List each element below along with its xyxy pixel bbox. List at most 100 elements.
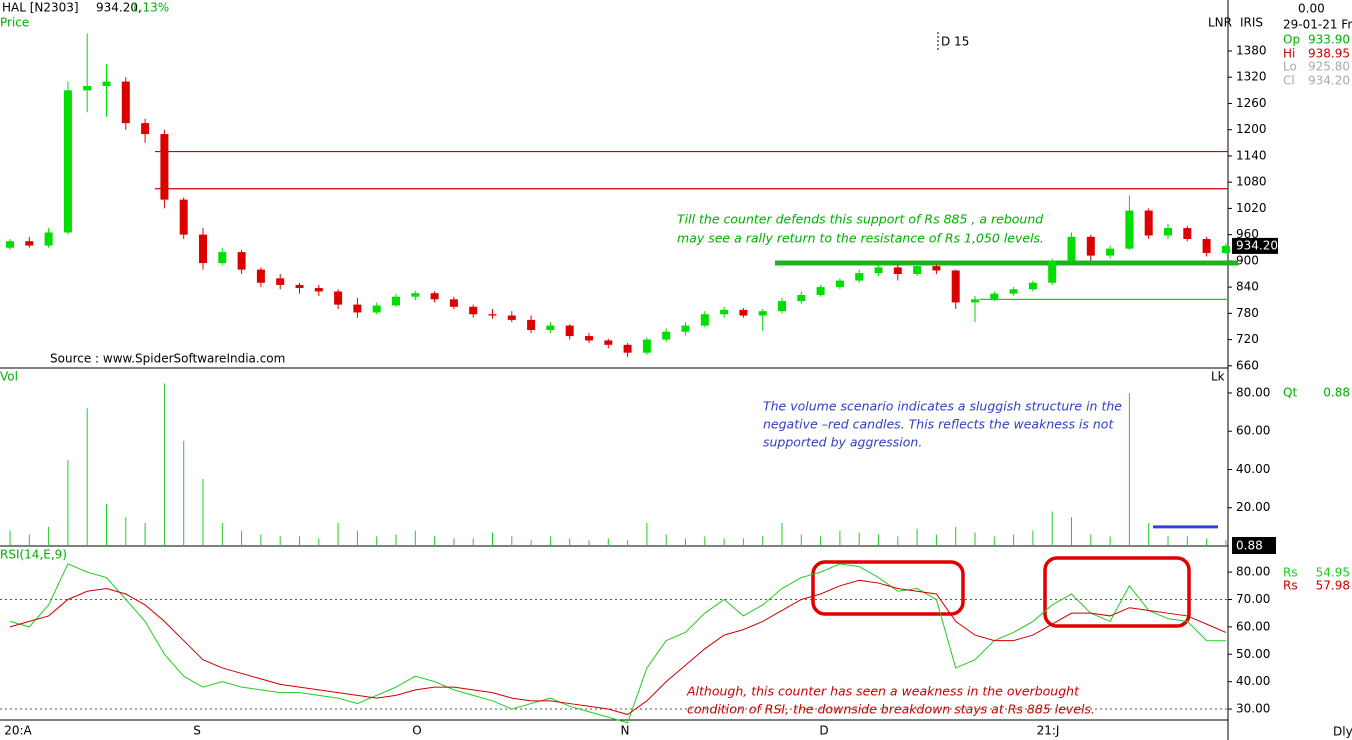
price-box <box>1232 237 1278 254</box>
candle-body <box>816 287 825 295</box>
y-tick-label: 720 <box>1236 332 1259 346</box>
candle-body <box>1125 210 1134 249</box>
candle-body <box>63 90 72 233</box>
y-tick-label: 80.00 <box>1236 385 1270 399</box>
candle-body <box>835 280 844 288</box>
candle-body <box>392 296 400 306</box>
symbol: HAL [N2303] <box>2 1 79 15</box>
legend-value: 54.95 <box>1316 566 1350 580</box>
candle-body <box>585 336 593 341</box>
candle-body <box>1067 236 1076 261</box>
candle-body <box>662 331 671 340</box>
candle-body <box>739 309 748 316</box>
x-tick-label: 21:J <box>1037 724 1060 738</box>
candle-body <box>1048 260 1057 283</box>
legend-name: Rs <box>1283 566 1298 580</box>
candle-body <box>449 299 458 307</box>
candle-body <box>1202 239 1211 253</box>
annotation: Although, this counter has seen a weakne… <box>686 684 1080 699</box>
candle-body <box>44 232 53 246</box>
panel-label: RSI(14,E,9) <box>0 548 67 562</box>
iris: IRIS <box>1240 16 1263 30</box>
value-box <box>1232 537 1276 554</box>
y-tick-label: 1020 <box>1236 201 1267 215</box>
rsi-line <box>9 563 1226 724</box>
candle-body <box>295 284 304 288</box>
candle-body <box>565 325 574 337</box>
y-tick-label: 80.00 <box>1236 565 1270 579</box>
y-tick-label: 960 <box>1236 227 1259 241</box>
y-tick-label: 1320 <box>1236 70 1267 84</box>
lk: Lk <box>1211 370 1225 384</box>
candle-body <box>642 339 651 353</box>
change: 1.13% <box>131 1 169 15</box>
candle-body <box>469 306 478 315</box>
candle-body <box>951 270 960 303</box>
info-change: 0.00 <box>1298 2 1325 16</box>
candle-body <box>1221 245 1230 253</box>
candle-body <box>1144 210 1153 236</box>
annotation: negative –red candles. This reflects the… <box>763 417 1114 432</box>
y-tick-label: 30.00 <box>1236 702 1270 716</box>
period: Dly <box>1333 725 1352 739</box>
candle-body <box>720 309 729 315</box>
info-value: 934.20 <box>1308 74 1350 88</box>
candle-body <box>546 325 555 330</box>
y-tick-label: 1260 <box>1236 96 1267 110</box>
candle-body <box>797 294 806 302</box>
candle-body <box>971 299 979 303</box>
candle-body <box>874 267 883 274</box>
candle-body <box>700 314 709 326</box>
candle-body <box>218 252 227 264</box>
highlight-box <box>1043 556 1191 628</box>
candle-body <box>372 305 381 313</box>
candle-body <box>179 199 188 235</box>
annotation: Till the counter defends this support of… <box>677 212 1043 227</box>
x-tick-label: 20:A <box>4 724 32 738</box>
candle-body <box>623 344 632 353</box>
highlight-box <box>811 560 965 616</box>
y-tick-label: 60.00 <box>1236 619 1270 633</box>
candle-body <box>276 278 285 285</box>
x-tick-label: N <box>621 724 630 738</box>
qt-box-value: 0.88 <box>1236 539 1263 553</box>
x-tick-label: S <box>193 724 201 738</box>
info-value: 938.95 <box>1308 47 1350 61</box>
annotation: may see a rally return to the resistance… <box>677 231 1044 246</box>
lnr: LNR <box>1208 16 1232 30</box>
candle-body <box>160 134 169 200</box>
candle-body <box>237 252 246 270</box>
candle-body <box>1106 248 1115 256</box>
rsi-line <box>9 579 1227 716</box>
y-tick-label: 900 <box>1236 253 1259 267</box>
y-tick-label: 1380 <box>1236 43 1267 57</box>
candle-body <box>411 293 420 297</box>
candle-body <box>102 81 111 86</box>
candle-body <box>758 311 767 316</box>
y-tick-label: 60.00 <box>1236 424 1270 438</box>
candle-body <box>893 267 902 274</box>
candle-body <box>83 85 92 91</box>
y-tick-label: 20.00 <box>1236 500 1270 514</box>
info-value: 933.90 <box>1308 33 1350 47</box>
candle-body <box>141 123 150 135</box>
y-tick-label: 840 <box>1236 280 1259 294</box>
candle-body <box>681 325 690 332</box>
qt-value: 0.88 <box>1323 386 1350 400</box>
candle-body <box>256 269 265 283</box>
candle-body <box>488 314 497 316</box>
candle-body <box>855 273 864 281</box>
candle-body <box>334 291 343 305</box>
candle-body <box>430 293 439 300</box>
candle-body <box>932 266 941 271</box>
info-label: Lo <box>1283 60 1297 74</box>
candle-body <box>507 315 516 320</box>
last-price: 934.20, <box>96 1 142 15</box>
x-tick-label: O <box>412 724 421 738</box>
candle-body <box>121 81 130 124</box>
candle-body <box>778 301 786 312</box>
legend-value: 57.98 <box>1316 579 1350 593</box>
info-value: 925.80 <box>1308 60 1350 74</box>
